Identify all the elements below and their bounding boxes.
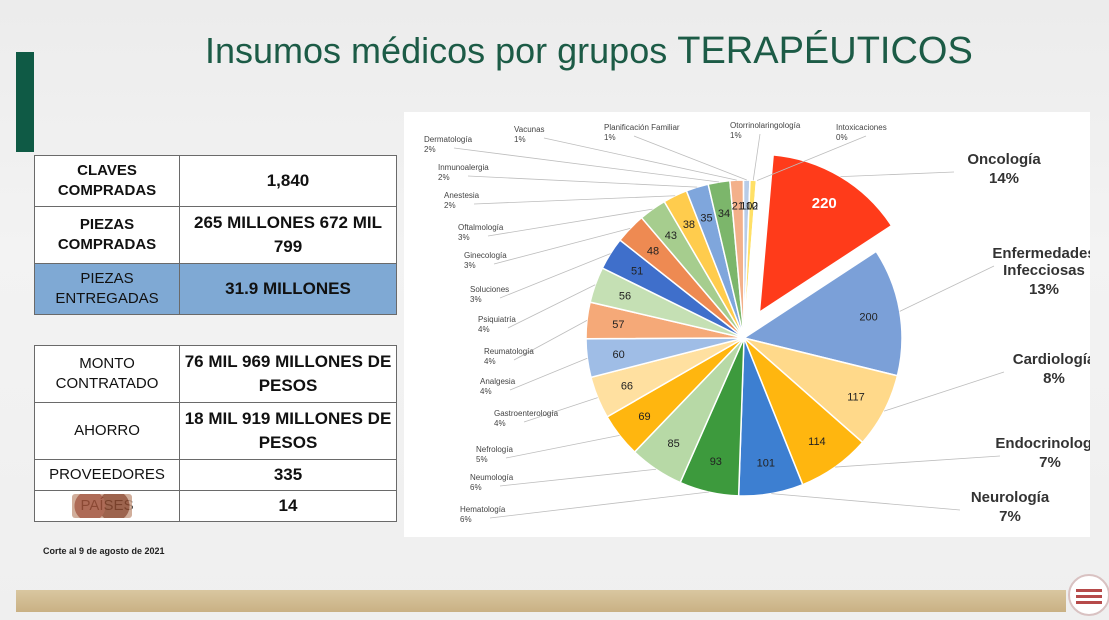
leader-line <box>883 371 1005 412</box>
leader-line <box>467 175 698 188</box>
leader-line <box>752 133 761 181</box>
small-category-label: Inmunoalergia 2% <box>438 163 489 182</box>
bottom-band <box>16 590 1066 612</box>
small-category-label: Otorrinolaringología 1% <box>730 121 801 140</box>
slice-value-label: 220 <box>812 195 837 212</box>
small-category-label: Neumología 6% <box>470 473 514 492</box>
small-category-label: Reumatología 4% <box>484 347 534 366</box>
leader-line <box>473 195 676 205</box>
stats-label: AHORRO <box>34 402 180 460</box>
callout-label: Enfermedades Infecciosas 13% <box>992 245 1090 298</box>
small-category-label: Hematología 6% <box>460 505 506 524</box>
stats-label: MONTO CONTRATADO <box>34 345 180 403</box>
leader-line <box>499 253 611 299</box>
leader-line <box>771 493 961 511</box>
slice-value-label: 48 <box>647 245 659 257</box>
slice-value-label: 60 <box>613 349 625 361</box>
slice-value-label: 35 <box>700 212 712 224</box>
callout-label: Neurología 7% <box>971 489 1050 525</box>
slice-value-label: 21 <box>732 200 744 212</box>
leader-line <box>899 265 995 312</box>
stats-label: PIEZAS COMPRADAS <box>34 206 180 264</box>
leader-line <box>513 320 588 361</box>
pie-slice <box>742 250 903 377</box>
small-category-label: Ginecología 3% <box>464 251 507 270</box>
small-category-label: Soluciones 3% <box>470 285 509 304</box>
leader-line <box>523 397 598 423</box>
stats-row: PIEZAS COMPRADAS 265 MILLONES 672 MIL 799 <box>34 206 397 264</box>
stats-row: PROVEEDORES 335 <box>34 459 397 491</box>
purchases-table: CLAVES COMPRADAS 1,840 PIEZAS COMPRADAS 265… <box>34 155 397 315</box>
stats-value: 14 <box>179 490 397 522</box>
stats-row: CLAVES COMPRADAS 1,840 <box>34 155 397 207</box>
stats-label: PROVEEDORES <box>34 459 180 491</box>
page-title: Insumos médicos por grupos TERAPÉUTICOS <box>205 30 973 72</box>
small-category-label: Psiquiatría 4% <box>478 315 516 334</box>
pie-chart-card: 220 200 117 114 101 93 85 69 66 60 57 56 51 48 43 38 35 3… <box>404 112 1090 537</box>
slice-value-label: 200 <box>859 312 877 324</box>
footnote: Corte al 9 de agosto de 2021 <box>43 546 165 556</box>
slice-value-label: 101 <box>757 458 775 470</box>
leader-line <box>509 357 588 391</box>
leader-line <box>840 171 955 178</box>
stats-label: PIEZAS ENTREGADAS <box>34 263 180 315</box>
small-category-label: Planificación Familiar 1% <box>604 123 680 142</box>
leader-line <box>489 491 709 519</box>
small-category-label: Analgesia 4% <box>480 377 516 396</box>
callout-label: Cardiología 8% <box>1013 351 1090 387</box>
slice-value-label: 10 <box>746 201 758 213</box>
slice-value-label: 66 <box>621 381 633 393</box>
stats-value: 18 MIL 919 MILLONES DE PESOS <box>179 402 397 460</box>
callout-label: Endocrinología7% <box>995 435 1090 471</box>
slice-value-label: 114 <box>808 436 826 448</box>
stats-row: MONTO CONTRATADO 76 MIL 969 MILLONES DE P… <box>34 345 397 403</box>
small-category-label: Dermatología 2% <box>424 135 473 154</box>
small-category-label: Intoxicaciones 0% <box>836 123 887 142</box>
small-category-label: Nefrología 5% <box>476 445 513 464</box>
leader-line <box>505 435 620 459</box>
slice-value-label: 57 <box>612 319 624 331</box>
slice-value-label: 51 <box>631 265 643 277</box>
slice-value-label: 38 <box>683 219 695 231</box>
callout-label: Oncología 14% <box>967 151 1041 187</box>
stats-value: 76 MIL 969 MILLONES DE PESOS <box>179 345 397 403</box>
pie-chart: 220 200 117 114 101 93 85 69 66 60 57 56 51 48 43 38 35 3… <box>424 121 1090 525</box>
leader-line <box>835 455 1001 468</box>
slice-value-label: 117 <box>847 392 865 404</box>
stats-value: 1,840 <box>179 155 397 207</box>
slice-value-label: 85 <box>668 438 680 450</box>
government-seal-icon <box>1068 574 1109 616</box>
stats-label: CLAVES COMPRADAS <box>34 155 180 207</box>
small-category-label: Oftalmología 3% <box>458 223 504 242</box>
contract-table: MONTO CONTRATADO 76 MIL 969 MILLONES DE P… <box>34 345 397 522</box>
leader-line <box>499 468 657 487</box>
leader-line <box>507 284 596 329</box>
small-category-label: Anestesia 2% <box>444 191 480 210</box>
stats-row: AHORRO 18 MIL 919 MILLONES DE PESOS <box>34 402 397 460</box>
leader-line <box>487 208 653 237</box>
slice-value-label: 93 <box>710 456 722 468</box>
slice-value-label: 10 <box>740 200 752 212</box>
stats-value: 335 <box>179 459 397 491</box>
leader-line <box>543 137 737 181</box>
slice-value-label: 69 <box>638 411 650 423</box>
slice-value-label: 56 <box>619 290 631 302</box>
stats-value: 31.9 MILLONES <box>179 263 397 315</box>
leader-line <box>453 147 720 183</box>
logo-overlay <box>72 494 132 518</box>
slice-value-label: 43 <box>665 230 677 242</box>
leader-line <box>493 227 631 265</box>
accent-bar <box>16 52 34 152</box>
small-category-label: Vacunas 1% <box>514 125 545 144</box>
leader-line <box>756 135 867 181</box>
stats-value: 265 MILLONES 672 MIL 799 <box>179 206 397 264</box>
leader-line <box>633 135 747 181</box>
slice-value-label: 2 <box>752 201 758 213</box>
stats-row: PIEZAS ENTREGADAS 31.9 MILLONES <box>34 263 397 315</box>
slice-value-label: 34 <box>718 208 730 220</box>
small-category-label: Gastroenterología 4% <box>494 409 559 428</box>
